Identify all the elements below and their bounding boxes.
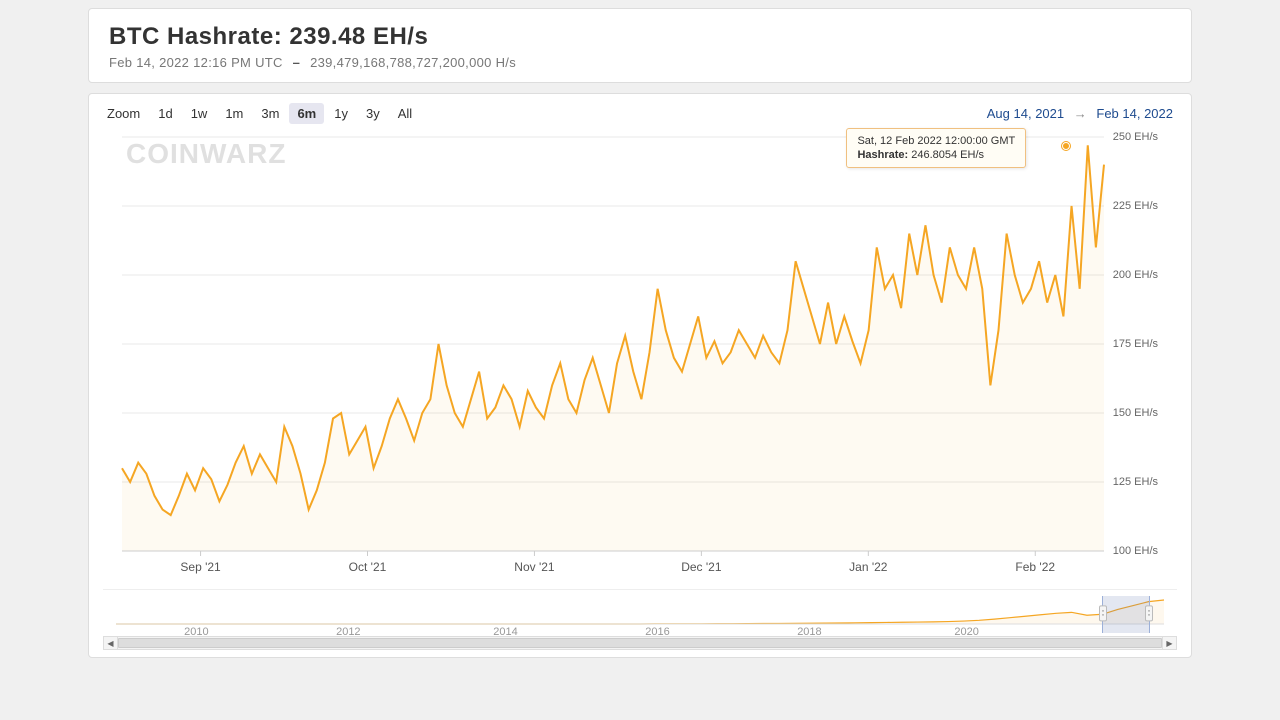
svg-text:2016: 2016 bbox=[645, 626, 669, 636]
svg-text:Oct '21: Oct '21 bbox=[349, 560, 387, 574]
svg-text:Nov '21: Nov '21 bbox=[514, 560, 555, 574]
svg-text:150 EH/s: 150 EH/s bbox=[1113, 407, 1159, 419]
zoom-3m[interactable]: 3m bbox=[253, 103, 287, 124]
svg-text:200 EH/s: 200 EH/s bbox=[1113, 269, 1159, 281]
header-card: BTC Hashrate: 239.48 EH/s Feb 14, 2022 1… bbox=[88, 8, 1192, 83]
svg-text:Jan '22: Jan '22 bbox=[849, 560, 888, 574]
raw-value: 239,479,168,788,727,200,000 H/s bbox=[310, 55, 516, 70]
navigator-selection[interactable] bbox=[1102, 596, 1150, 633]
zoom-1d[interactable]: 1d bbox=[150, 103, 180, 124]
tooltip-value: 246.8054 EH/s bbox=[911, 149, 984, 161]
tooltip-date: Sat, 12 Feb 2022 12:00:00 GMT bbox=[857, 135, 1015, 147]
subtitle: Feb 14, 2022 12:16 PM UTC – 239,479,168,… bbox=[109, 55, 1171, 70]
scroll-thumb[interactable] bbox=[118, 638, 1162, 648]
chart-card: Zoom 1d1w1m3m6m1y3yAll Aug 14, 2021 → Fe… bbox=[88, 93, 1192, 658]
svg-text:2012: 2012 bbox=[336, 626, 360, 636]
zoom-1w[interactable]: 1w bbox=[183, 103, 216, 124]
scroll-track[interactable] bbox=[118, 637, 1162, 649]
zoom-6m[interactable]: 6m bbox=[289, 103, 324, 124]
svg-text:100 EH/s: 100 EH/s bbox=[1113, 545, 1159, 557]
navigator-handle-left[interactable] bbox=[1099, 605, 1107, 621]
chart-tooltip: Sat, 12 Feb 2022 12:00:00 GMT Hashrate: … bbox=[846, 128, 1026, 168]
zoom-3y[interactable]: 3y bbox=[358, 103, 388, 124]
main-chart[interactable]: COINWARZ 100 EH/s 125 EH/s 150 EH/s 175 EH/s… bbox=[103, 129, 1177, 579]
scroll-right-icon[interactable]: ▶ bbox=[1162, 637, 1176, 649]
svg-text:175 EH/s: 175 EH/s bbox=[1113, 338, 1159, 350]
range-from: Aug 14, 2021 bbox=[987, 106, 1064, 121]
svg-text:125 EH/s: 125 EH/s bbox=[1113, 476, 1159, 488]
range-to: Feb 14, 2022 bbox=[1096, 106, 1173, 121]
navigator-handle-right[interactable] bbox=[1145, 605, 1153, 621]
zoom-label: Zoom bbox=[107, 106, 140, 121]
zoom-All[interactable]: All bbox=[390, 103, 420, 124]
navigator-scrollbar[interactable]: ◀ ▶ bbox=[103, 636, 1177, 650]
svg-text:225 EH/s: 225 EH/s bbox=[1113, 200, 1159, 212]
svg-text:2010: 2010 bbox=[184, 626, 208, 636]
svg-text:2014: 2014 bbox=[493, 626, 517, 636]
timestamp: Feb 14, 2022 12:16 PM UTC bbox=[109, 55, 283, 70]
zoom-1y[interactable]: 1y bbox=[326, 103, 356, 124]
page-title: BTC Hashrate: 239.48 EH/s bbox=[109, 23, 1171, 51]
svg-text:250 EH/s: 250 EH/s bbox=[1113, 131, 1159, 143]
svg-text:Sep '21: Sep '21 bbox=[180, 560, 221, 574]
dash-separator: – bbox=[293, 55, 301, 70]
chart-navigator[interactable]: 2010 2012 2014 2016 2018 2020 ◀ ▶ bbox=[103, 589, 1177, 647]
svg-text:Dec '21: Dec '21 bbox=[681, 560, 722, 574]
tooltip-label: Hashrate: bbox=[857, 149, 908, 161]
svg-text:Feb '22: Feb '22 bbox=[1015, 560, 1055, 574]
date-range[interactable]: Aug 14, 2021 → Feb 14, 2022 bbox=[987, 106, 1173, 121]
svg-text:COINWARZ: COINWARZ bbox=[126, 138, 286, 169]
svg-text:2018: 2018 bbox=[797, 626, 821, 636]
range-arrow-icon: → bbox=[1074, 106, 1087, 121]
zoom-1m[interactable]: 1m bbox=[217, 103, 251, 124]
chart-controls: Zoom 1d1w1m3m6m1y3yAll Aug 14, 2021 → Fe… bbox=[103, 106, 1177, 121]
scroll-left-icon[interactable]: ◀ bbox=[104, 637, 118, 649]
svg-text:2020: 2020 bbox=[954, 626, 978, 636]
